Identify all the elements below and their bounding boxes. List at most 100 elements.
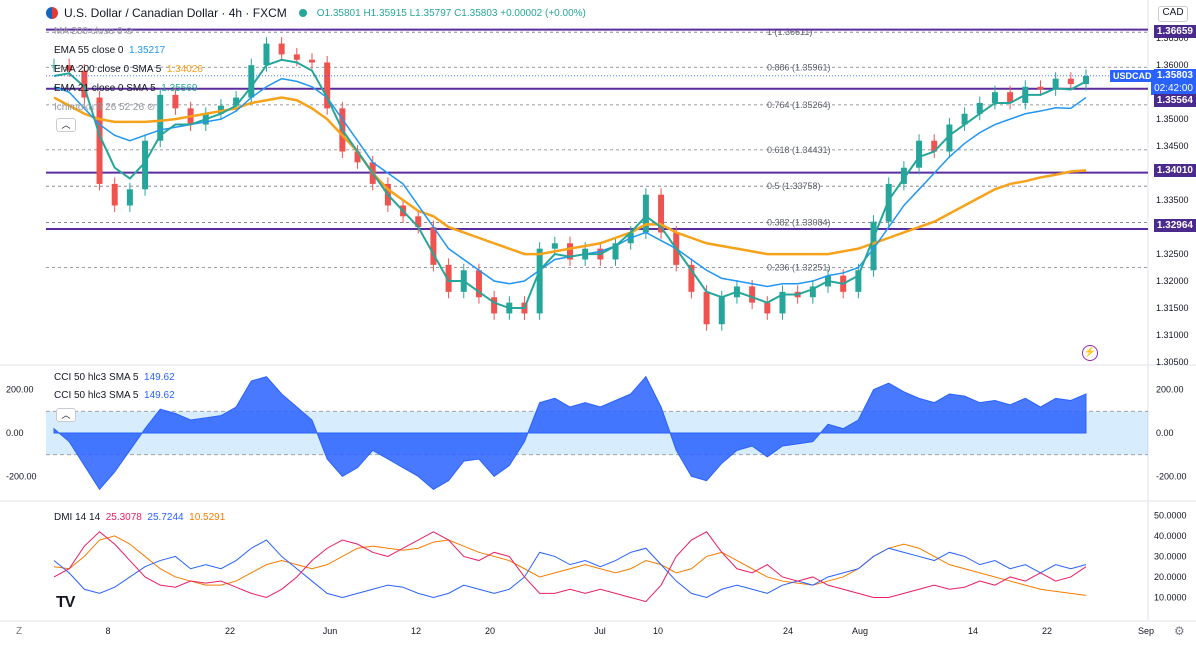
candle-body <box>551 243 558 249</box>
legend-ema200[interactable]: EMA 200 close 0 SMA 5 1.34026 <box>54 64 203 75</box>
candle-body <box>81 70 88 98</box>
candle-body <box>703 291 710 325</box>
settings-gear-icon[interactable]: ⚙ <box>1174 624 1185 638</box>
legend-dmi[interactable]: DMI 14 14 25.3078 25.7244 10.5291 <box>54 512 226 523</box>
cci-axis-tick: 0.00 <box>1156 428 1174 438</box>
candle-body <box>96 97 103 184</box>
dmi-axis-tick: 20.0000 <box>1154 572 1187 582</box>
candle-body <box>309 59 315 63</box>
tag-r2: 1.35564 <box>1153 94 1196 107</box>
candle-body <box>354 151 361 163</box>
time-axis-tick: Sep <box>1138 626 1154 636</box>
candle-body <box>293 54 300 60</box>
legend-ema55[interactable]: EMA 55 close 0 1.35217 <box>54 45 166 56</box>
time-axis-tick: 20 <box>485 626 495 636</box>
price-axis-tick: 1.31000 <box>1156 330 1189 340</box>
collapse-cci-button[interactable]: ︿ <box>56 408 76 422</box>
candle-body <box>961 113 968 125</box>
candle-body <box>749 286 756 303</box>
candle-body <box>916 140 923 168</box>
fib-level-label: 0.764 (1.35264) <box>767 100 831 110</box>
candle-body <box>991 92 998 103</box>
dmi-axis-tick: 30.0000 <box>1154 551 1187 561</box>
legend-cci-2[interactable]: CCI 50 hlc3 SMA 5 149.62 <box>54 390 175 401</box>
price-axis-tick: 1.32500 <box>1156 249 1189 259</box>
dmi-axis-tick: 10.0000 <box>1154 592 1187 602</box>
time-axis-tick: 10 <box>653 626 663 636</box>
candle-body <box>1067 78 1074 85</box>
chart-header: U.S. Dollar / Canadian Dollar · 4h · FXC… <box>46 4 586 22</box>
dmi-plus-line <box>53 539 1087 599</box>
fib-level-label: 0.382 (1.33084) <box>767 218 831 228</box>
candle-body <box>658 194 665 233</box>
cci-axis-tick: -200.00 <box>1156 471 1187 481</box>
legend-ema55-value: 1.35217 <box>129 45 166 56</box>
cci-area <box>53 375 1087 491</box>
candle-body <box>278 43 285 55</box>
tag-symbol: USDCAD <box>1110 70 1155 82</box>
candle-body <box>475 270 482 298</box>
candle-body <box>764 302 771 314</box>
price-axis-tick: 1.36500 <box>1156 33 1189 43</box>
ema21-line <box>53 58 1087 310</box>
eye-hidden-icon[interactable]: ⊘ <box>146 102 156 113</box>
tag-r3: 1.34010 <box>1153 164 1196 177</box>
legend-cci-1[interactable]: CCI 50 hlc3 SMA 5 149.62 <box>54 372 175 383</box>
candle-body <box>263 43 270 66</box>
candle-body <box>233 97 240 106</box>
candle-body <box>430 227 437 265</box>
candle-body <box>870 221 877 271</box>
candle-body <box>172 94 179 109</box>
tag-r1: 1.36659 <box>1153 25 1196 38</box>
symbol-flag-icon <box>46 7 58 19</box>
legend-ema200-value: 1.34026 <box>166 64 203 75</box>
price-axis-tick: 1.30500 <box>1156 357 1189 367</box>
legend-ema21[interactable]: EMA 21 close 0 SMA 5 1.35569 <box>54 83 198 94</box>
candle-body <box>111 183 118 206</box>
currency-button[interactable]: CAD <box>1158 6 1188 22</box>
candle-body <box>1007 92 1014 103</box>
legend-ichimoku[interactable]: Ichimoku 9 26 52 26 ⊘ <box>54 102 156 113</box>
fib-level-label: 0.886 (1.35961) <box>767 62 831 72</box>
candle-body <box>976 102 983 114</box>
candle-body <box>946 124 953 152</box>
cci-axis-tick-left: 0.00 <box>6 428 24 438</box>
candle-body <box>809 286 816 298</box>
candle-body <box>567 243 573 260</box>
candle-body <box>1052 78 1059 90</box>
time-axis-tick: 22 <box>1042 626 1052 636</box>
tag-r4: 1.32964 <box>1153 219 1196 232</box>
time-axis-tick: 24 <box>783 626 793 636</box>
candle-body <box>855 270 862 292</box>
legend-ma200[interactable]: MA 200 close 0 ⊘ <box>54 26 134 37</box>
tag-countdown: 02:42:00 <box>1151 82 1196 95</box>
candle-body <box>1037 86 1044 90</box>
price-axis-tick: 1.36000 <box>1156 60 1189 70</box>
price-axis-tick: 1.31500 <box>1156 303 1189 313</box>
zoom-button[interactable]: Z <box>16 626 23 637</box>
price-axis-tick: 1.35000 <box>1156 114 1189 124</box>
adx-line <box>53 535 1087 596</box>
time-axis-tick: 22 <box>225 626 235 636</box>
lightning-icon[interactable]: ⚡ <box>1082 345 1098 361</box>
eye-hidden-icon[interactable]: ⊘ <box>125 26 134 37</box>
candle-body <box>415 216 422 228</box>
candle-body <box>885 183 892 222</box>
dmi-axis-tick: 50.0000 <box>1154 510 1187 520</box>
tag-last: 1.35803 <box>1153 69 1196 82</box>
candle-body <box>491 297 498 314</box>
price-axis-tick: 1.33500 <box>1156 195 1189 205</box>
tradingview-logo-icon: TV <box>56 594 75 611</box>
dmi-axis-tick: 40.0000 <box>1154 531 1187 541</box>
time-axis-tick: Jun <box>323 626 338 636</box>
symbol-title[interactable]: U.S. Dollar / Canadian Dollar · 4h · FXC… <box>64 6 287 20</box>
cci-axis-tick-left: -200.00 <box>6 471 37 481</box>
candle-body <box>612 243 619 260</box>
candle-body <box>536 248 543 314</box>
candle-body <box>157 94 164 141</box>
candle-body <box>248 65 255 98</box>
cci-axis-tick: 200.00 <box>1156 385 1184 395</box>
collapse-legend-button[interactable]: ︿ <box>56 118 76 132</box>
candle-body <box>445 264 452 292</box>
